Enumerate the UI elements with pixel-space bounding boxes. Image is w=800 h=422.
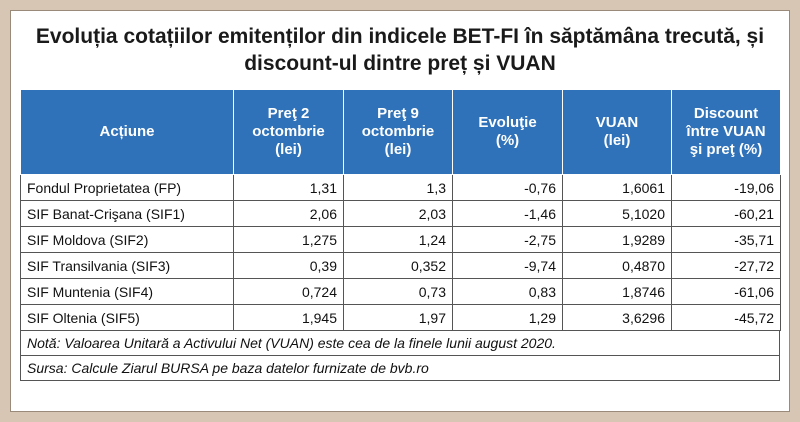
cell-pret-2-oct: 2,06 [233, 200, 344, 227]
table-row: SIF Moldova (SIF2) 1,275 1,24 -2,75 1,92… [20, 226, 781, 253]
header-discount: Discount între VUAN şi preţ (%) [671, 89, 781, 175]
title-line-1: Evoluția cotațiilor emitenților din indi… [35, 25, 765, 48]
table-row: Fondul Proprietatea (FP) 1,31 1,3 -0,76 … [20, 174, 781, 201]
cell-vuan: 3,6296 [562, 304, 672, 331]
cell-actiune: SIF Oltenia (SIF5) [20, 304, 234, 331]
cell-pret-2-oct: 1,275 [233, 226, 344, 253]
cell-actiune: SIF Moldova (SIF2) [20, 226, 234, 253]
cell-evolutie: 0,83 [452, 278, 563, 305]
cell-vuan: 1,8746 [562, 278, 672, 305]
footnote: Notă: Valoarea Unitară a Activului Net (… [20, 331, 780, 356]
title-line-2: discount-ul dintre preț și VUAN [244, 52, 556, 75]
cell-vuan: 1,6061 [562, 174, 672, 201]
cell-discount: -19,06 [671, 174, 781, 201]
cell-pret-9-oct: 2,03 [343, 200, 453, 227]
cell-pret-2-oct: 1,31 [233, 174, 344, 201]
source-note: Sursa: Calcule Ziarul BURSA pe baza date… [20, 356, 780, 381]
cell-pret-2-oct: 0,724 [233, 278, 344, 305]
header-row: Acțiune Preţ 2 octombrie (lei) Preţ 9 oc… [20, 89, 781, 175]
table-row: SIF Muntenia (SIF4) 0,724 0,73 0,83 1,87… [20, 278, 781, 305]
header-vuan: VUAN (lei) [562, 89, 672, 175]
table-row: SIF Transilvania (SIF3) 0,39 0,352 -9,74… [20, 252, 781, 279]
cell-evolutie: -1,46 [452, 200, 563, 227]
cell-pret-2-oct: 0,39 [233, 252, 344, 279]
cell-discount: -35,71 [671, 226, 781, 253]
table-row: SIF Oltenia (SIF5) 1,945 1,97 1,29 3,629… [20, 304, 781, 331]
cell-evolutie: -2,75 [452, 226, 563, 253]
cell-discount: -27,72 [671, 252, 781, 279]
header-evolutie: Evoluţie (%) [452, 89, 563, 175]
cell-pret-9-oct: 0,352 [343, 252, 453, 279]
cell-discount: -60,21 [671, 200, 781, 227]
cell-actiune: SIF Transilvania (SIF3) [20, 252, 234, 279]
cell-pret-9-oct: 1,24 [343, 226, 453, 253]
table-card: Evoluția cotațiilor emitenților din indi… [10, 10, 790, 412]
cell-actiune: Fondul Proprietatea (FP) [20, 174, 234, 201]
cell-evolutie: -0,76 [452, 174, 563, 201]
cell-pret-9-oct: 0,73 [343, 278, 453, 305]
cell-vuan: 5,1020 [562, 200, 672, 227]
cell-evolutie: 1,29 [452, 304, 563, 331]
table-row: SIF Banat-Crişana (SIF1) 2,06 2,03 -1,46… [20, 200, 781, 227]
cell-vuan: 0,4870 [562, 252, 672, 279]
page-title: Evoluția cotațiilor emitenților din indi… [11, 11, 789, 89]
cell-actiune: SIF Banat-Crişana (SIF1) [20, 200, 234, 227]
bet-fi-table: Acțiune Preţ 2 octombrie (lei) Preţ 9 oc… [20, 89, 781, 331]
header-actiune: Acțiune [20, 89, 234, 175]
cell-pret-9-oct: 1,97 [343, 304, 453, 331]
header-pret-9-oct: Preţ 9 octombrie (lei) [343, 89, 453, 175]
cell-pret-2-oct: 1,945 [233, 304, 344, 331]
cell-pret-9-oct: 1,3 [343, 174, 453, 201]
cell-discount: -45,72 [671, 304, 781, 331]
header-pret-2-oct: Preţ 2 octombrie (lei) [233, 89, 344, 175]
cell-actiune: SIF Muntenia (SIF4) [20, 278, 234, 305]
cell-discount: -61,06 [671, 278, 781, 305]
cell-evolutie: -9,74 [452, 252, 563, 279]
cell-vuan: 1,9289 [562, 226, 672, 253]
